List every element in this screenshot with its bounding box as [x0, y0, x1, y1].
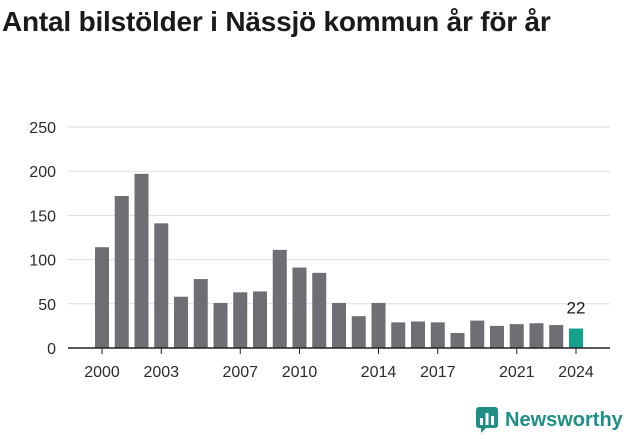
- bar-2015: [391, 322, 406, 348]
- bar-2018: [450, 332, 465, 348]
- x-tick-label: 2010: [282, 364, 318, 381]
- bar-2022: [529, 323, 544, 348]
- bar-2001: [114, 195, 129, 348]
- x-tick-label: 2021: [499, 364, 535, 381]
- y-tick-label: 50: [38, 297, 56, 314]
- bar-2000: [95, 247, 109, 348]
- x-axis-ticks: 2000 2003 2007 2010 2014 2017 2021 2024: [84, 348, 594, 381]
- y-tick-label: 250: [29, 120, 56, 137]
- newsworthy-logo-icon: [476, 407, 498, 433]
- bar-2016: [411, 321, 425, 348]
- data-label-last: 22: [567, 299, 586, 318]
- brand-name: Newsworthy: [505, 408, 623, 431]
- bar-2006: [213, 302, 228, 348]
- bar-2021: [509, 324, 524, 348]
- bar-2004: [174, 296, 188, 348]
- chart-title: Antal bilstölder i Nässjö kommun år för …: [2, 6, 551, 37]
- bar-2003: [154, 223, 169, 348]
- bar-2008: [253, 291, 267, 348]
- bar-2013: [351, 316, 366, 348]
- x-tick-label: 2014: [361, 364, 397, 381]
- bar-2002: [134, 173, 149, 348]
- x-tick-label: 2017: [420, 364, 456, 381]
- brand-logo: Newsworthy: [475, 405, 623, 435]
- bar-2020: [490, 325, 504, 348]
- x-tick-label: 2024: [558, 364, 594, 381]
- bar-2010: [292, 267, 307, 348]
- y-tick-label: 150: [29, 208, 56, 225]
- bar-2019: [470, 320, 485, 348]
- bar-2011: [312, 272, 327, 348]
- bar-2023: [549, 325, 564, 348]
- x-tick-label: 2000: [84, 364, 120, 381]
- y-axis-ticks: 0 50 100 150 200 250: [29, 120, 56, 358]
- bar-2009: [272, 249, 287, 348]
- bar-2017: [430, 322, 445, 348]
- y-tick-label: 200: [29, 164, 56, 181]
- y-tick-label: 0: [47, 341, 56, 358]
- x-tick-label: 2003: [143, 364, 179, 381]
- bars: [95, 173, 583, 348]
- bar-2012: [332, 302, 346, 348]
- bar-2024: [569, 328, 583, 348]
- bar-2007: [233, 292, 248, 348]
- x-tick-label: 2007: [222, 364, 258, 381]
- bar-2005: [193, 279, 208, 348]
- bar-2014: [371, 302, 386, 348]
- grid-lines: [68, 126, 610, 305]
- y-tick-label: 100: [29, 253, 56, 270]
